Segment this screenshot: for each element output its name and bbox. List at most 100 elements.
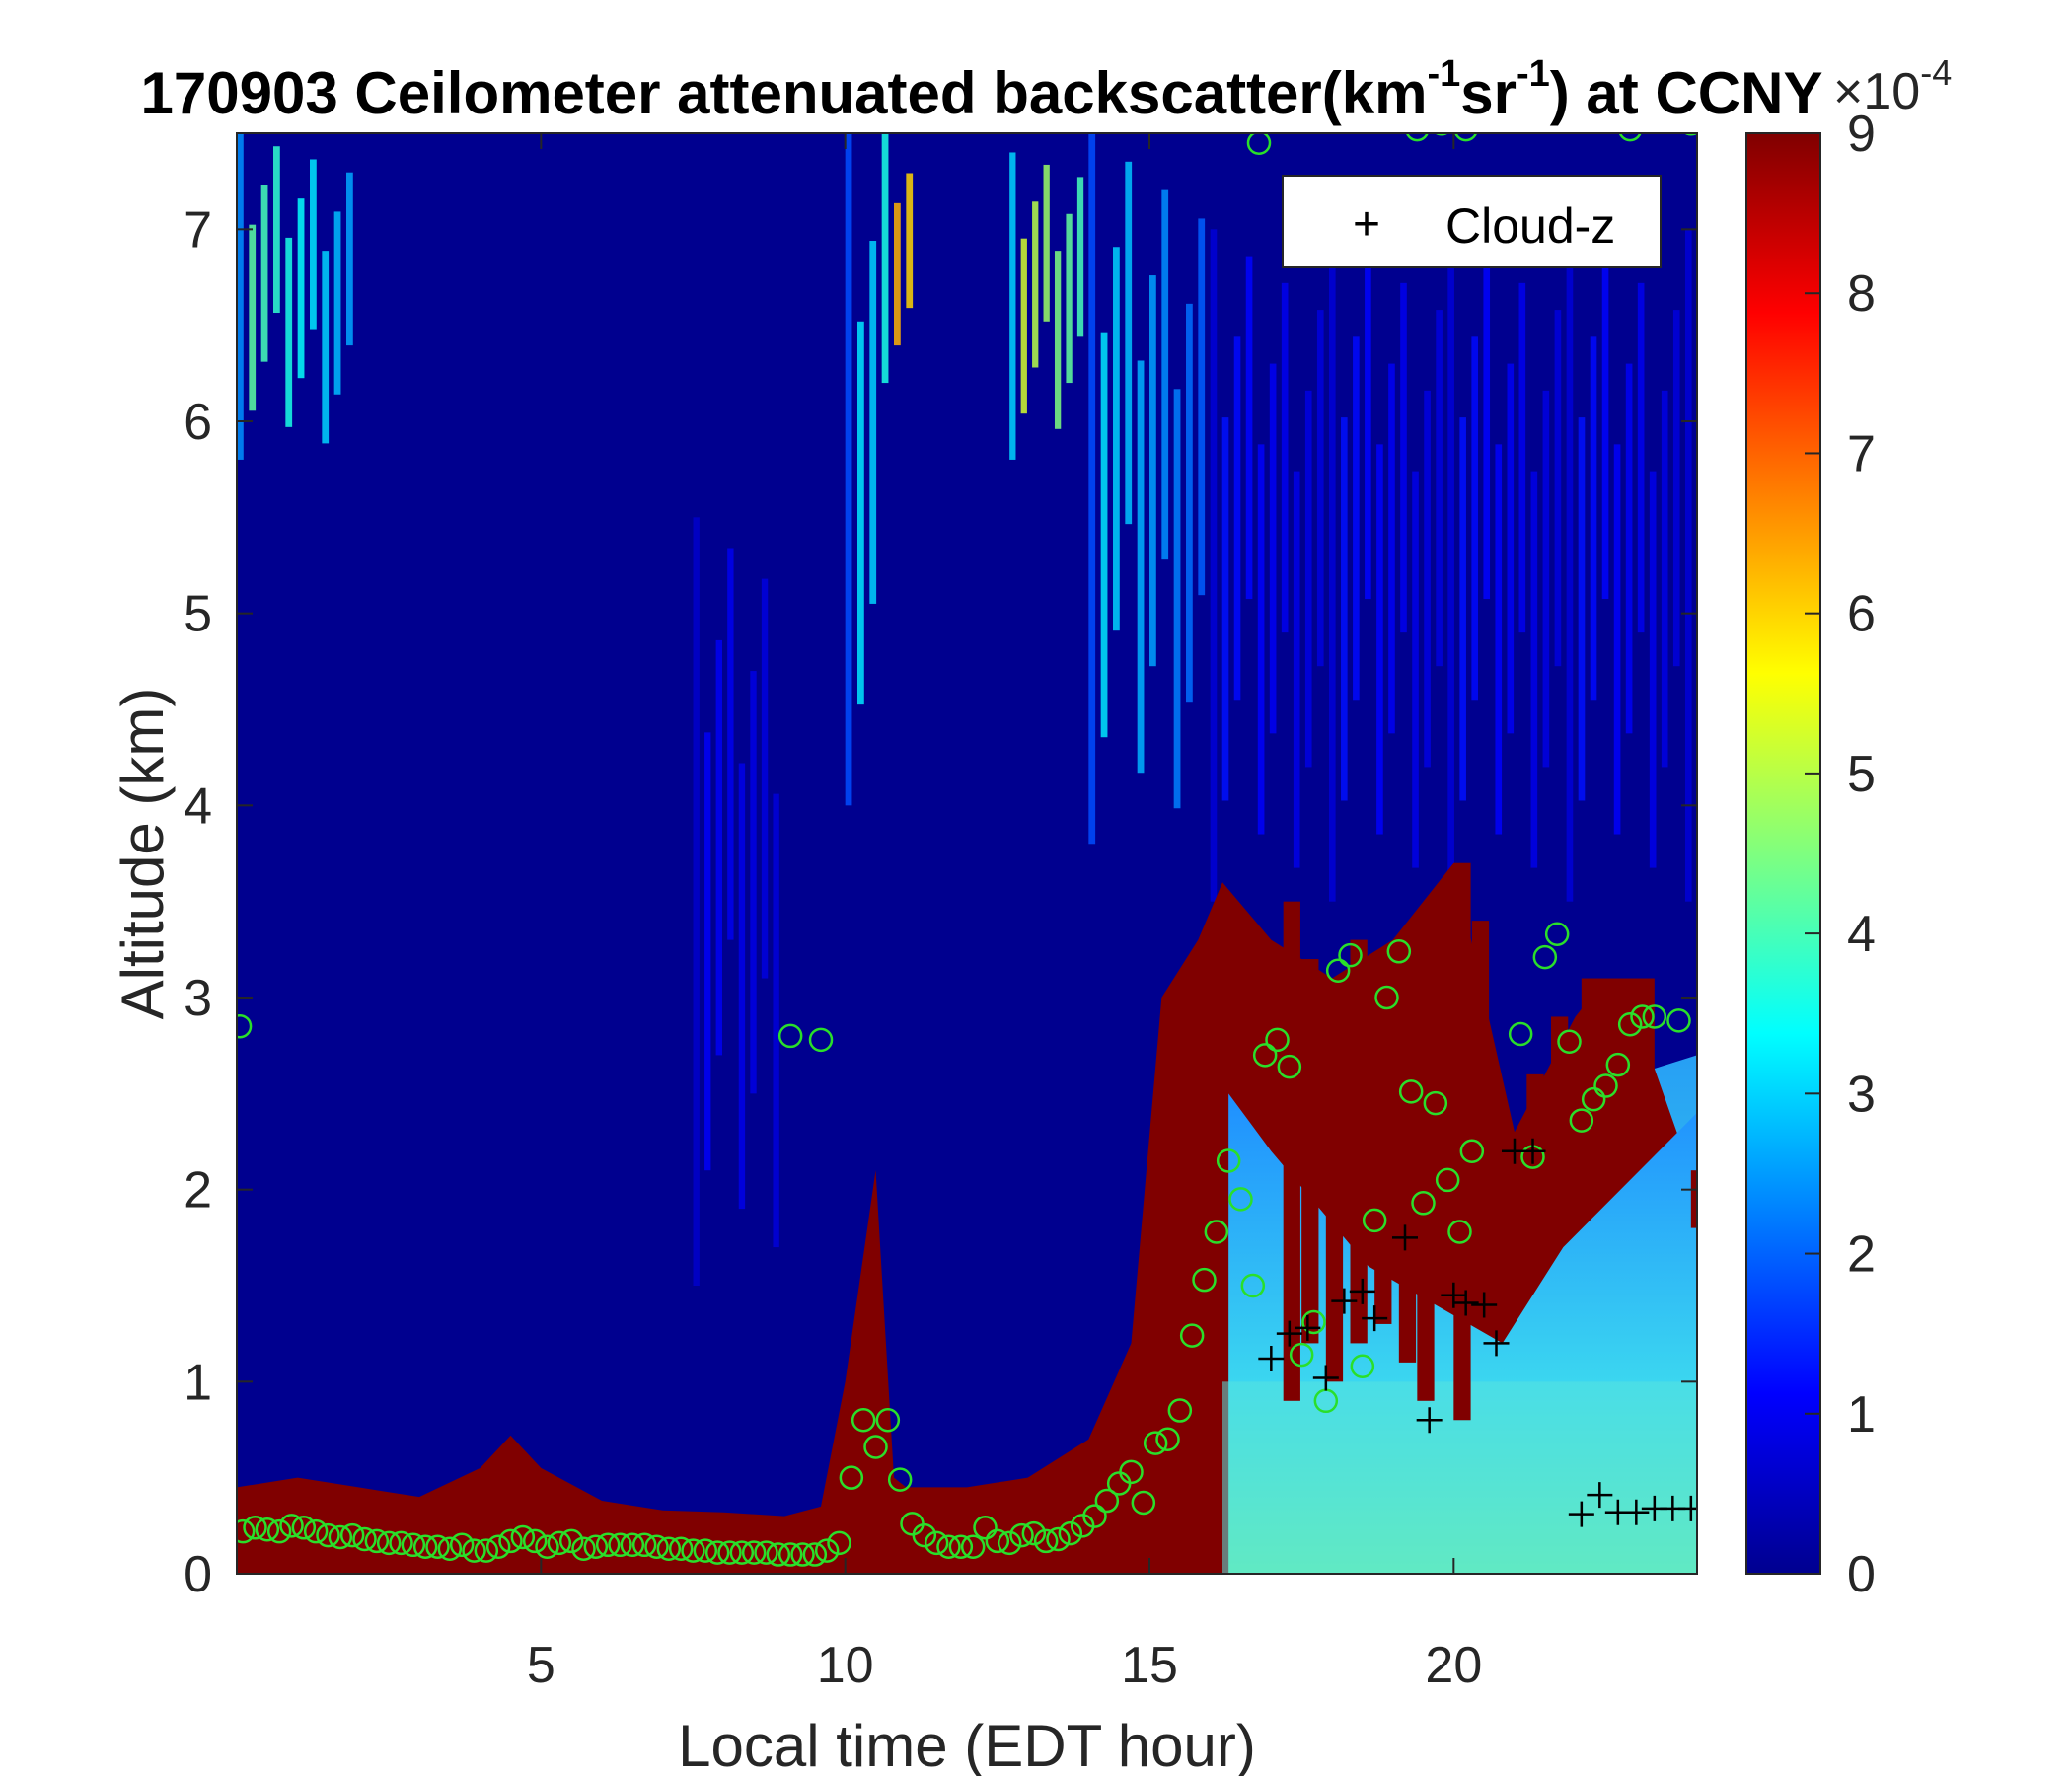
- pbl-circle-marker: [376, 1530, 402, 1556]
- high-cloud-streak: [1424, 390, 1431, 768]
- high-cloud-streak: [1625, 363, 1633, 734]
- y-tick-label: 1: [184, 1354, 212, 1411]
- pbl-circle-marker: [1459, 1139, 1485, 1163]
- cloud-column: [1350, 939, 1368, 1344]
- high-cloud-streak: [693, 517, 700, 1286]
- pbl-circle-marker: [936, 1534, 961, 1559]
- pbl-circle-marker: [1204, 1220, 1229, 1244]
- pbl-circle-marker: [1350, 1354, 1375, 1379]
- pbl-circle-marker: [973, 1516, 998, 1540]
- pbl-circle-marker: [237, 1013, 253, 1039]
- high-cloud-streak: [1495, 444, 1503, 835]
- pbl-circle-marker: [1398, 1079, 1424, 1104]
- high-cloud-streak: [1601, 256, 1609, 600]
- pbl-circle-marker: [1216, 1148, 1241, 1173]
- high-cloud-streak: [333, 211, 341, 395]
- pbl-circle-marker: [510, 1524, 536, 1550]
- cloud-column: [1417, 921, 1435, 1401]
- pbl-circle-marker: [827, 1530, 851, 1556]
- high-cloud-streak: [1412, 471, 1419, 868]
- y-tick-label: 5: [184, 586, 212, 643]
- cloud-z-marker: [1471, 1292, 1498, 1318]
- high-cloud-streak: [260, 185, 268, 362]
- pbl-circle-marker: [1228, 1187, 1253, 1212]
- high-cloud-streak: [310, 159, 317, 330]
- high-cloud-streak: [704, 732, 711, 1171]
- high-cloud-streak: [1066, 213, 1073, 384]
- colorbar-tick-label: 6: [1847, 586, 1876, 643]
- x-tick-label: 15: [1121, 1637, 1178, 1694]
- high-cloud-streak: [1507, 363, 1515, 734]
- legend-marker-cloud-z: +: [1353, 198, 1380, 251]
- x-axis-label: Local time (EDT hour): [678, 1713, 1256, 1776]
- cloud-column: [1526, 1073, 1544, 1248]
- x-tick-label: 10: [817, 1637, 874, 1694]
- pbl-circle-marker: [412, 1534, 438, 1559]
- pbl-circle-marker: [1454, 133, 1478, 142]
- high-cloud-streak: [1100, 332, 1108, 738]
- pbl-circle-marker: [352, 1526, 377, 1552]
- colorbar-tick-label: 4: [1847, 906, 1876, 963]
- cloud-column: [1690, 1170, 1697, 1228]
- cloud-z-marker: [1392, 1224, 1418, 1251]
- pbl-circle-marker: [814, 1538, 840, 1563]
- high-cloud-streak: [1210, 229, 1218, 902]
- pbl-circle-marker: [1386, 939, 1412, 964]
- pbl-circle-marker: [1374, 985, 1399, 1010]
- cloud-z-marker: [1452, 1290, 1479, 1316]
- pbl-circle-marker: [1593, 1073, 1618, 1098]
- x-tick-label: 5: [527, 1637, 555, 1694]
- pbl-circle-marker: [1009, 1522, 1034, 1548]
- cloud-column: [1551, 1016, 1569, 1228]
- pbl-circle-marker: [583, 1534, 609, 1559]
- high-cloud-streak: [1341, 417, 1348, 801]
- pbl-circle-marker: [631, 1532, 657, 1558]
- pbl-circle-marker: [1423, 1090, 1448, 1116]
- pbl-circle-marker: [1411, 1191, 1436, 1216]
- high-cloud-streak: [1137, 360, 1145, 774]
- pbl-circle-marker: [316, 1522, 340, 1548]
- high-cloud-streak: [1459, 417, 1466, 801]
- cloud-column: [1301, 959, 1319, 1344]
- high-cloud-streak: [881, 133, 889, 384]
- high-cloud-streak: [1554, 310, 1562, 667]
- pbl-circle-marker: [802, 1542, 828, 1567]
- high-cloud-streak: [1221, 417, 1229, 801]
- pbl-circle-marker: [1058, 1520, 1083, 1546]
- high-cloud-streak: [1076, 177, 1084, 337]
- pbl-circle-marker: [1021, 1520, 1047, 1546]
- pbl-circle-marker: [948, 1534, 974, 1559]
- high-cloud-streak: [1161, 189, 1169, 560]
- pbl-circle-marker: [1617, 1012, 1643, 1037]
- pbl-circle-marker: [279, 1514, 304, 1538]
- y-tick-label: 7: [184, 201, 212, 259]
- pbl-circle-marker: [790, 1542, 815, 1567]
- high-cloud-streak: [322, 251, 330, 444]
- high-cloud-streak: [1113, 247, 1120, 631]
- y-tick-label: 6: [184, 394, 212, 451]
- pbl-circle-marker: [1605, 1052, 1631, 1077]
- pbl-circle-marker: [1544, 922, 1570, 947]
- high-cloud-streak: [1198, 218, 1206, 596]
- pbl-circle-marker: [620, 1532, 645, 1558]
- high-cloud-streak: [906, 173, 914, 309]
- high-cloud-streak: [1088, 133, 1096, 845]
- cloud-column: [1581, 978, 1655, 1074]
- high-cloud-streak: [894, 202, 901, 346]
- high-cloud-streak: [1388, 363, 1395, 734]
- pbl-circle-marker: [474, 1538, 499, 1563]
- high-cloud-streak: [1613, 444, 1621, 835]
- high-cloud-streak: [273, 146, 280, 314]
- colorbar-tick-label: 3: [1847, 1066, 1876, 1123]
- high-cloud-streak: [1186, 303, 1193, 703]
- pbl-circle-marker: [887, 1467, 913, 1492]
- pbl-circle-marker: [1246, 133, 1272, 155]
- pbl-circle-marker: [237, 1518, 256, 1544]
- pbl-circle-marker: [777, 1542, 803, 1567]
- high-cloud-streak: [1009, 152, 1016, 460]
- pbl-circle-marker: [608, 1532, 632, 1558]
- chart-title: 170903 Ceilometer attenuated backscatter…: [141, 53, 1823, 126]
- cloud-z-marker: [1587, 1482, 1613, 1509]
- high-cloud-streak: [727, 548, 734, 940]
- high-cloud-streak: [1518, 282, 1526, 633]
